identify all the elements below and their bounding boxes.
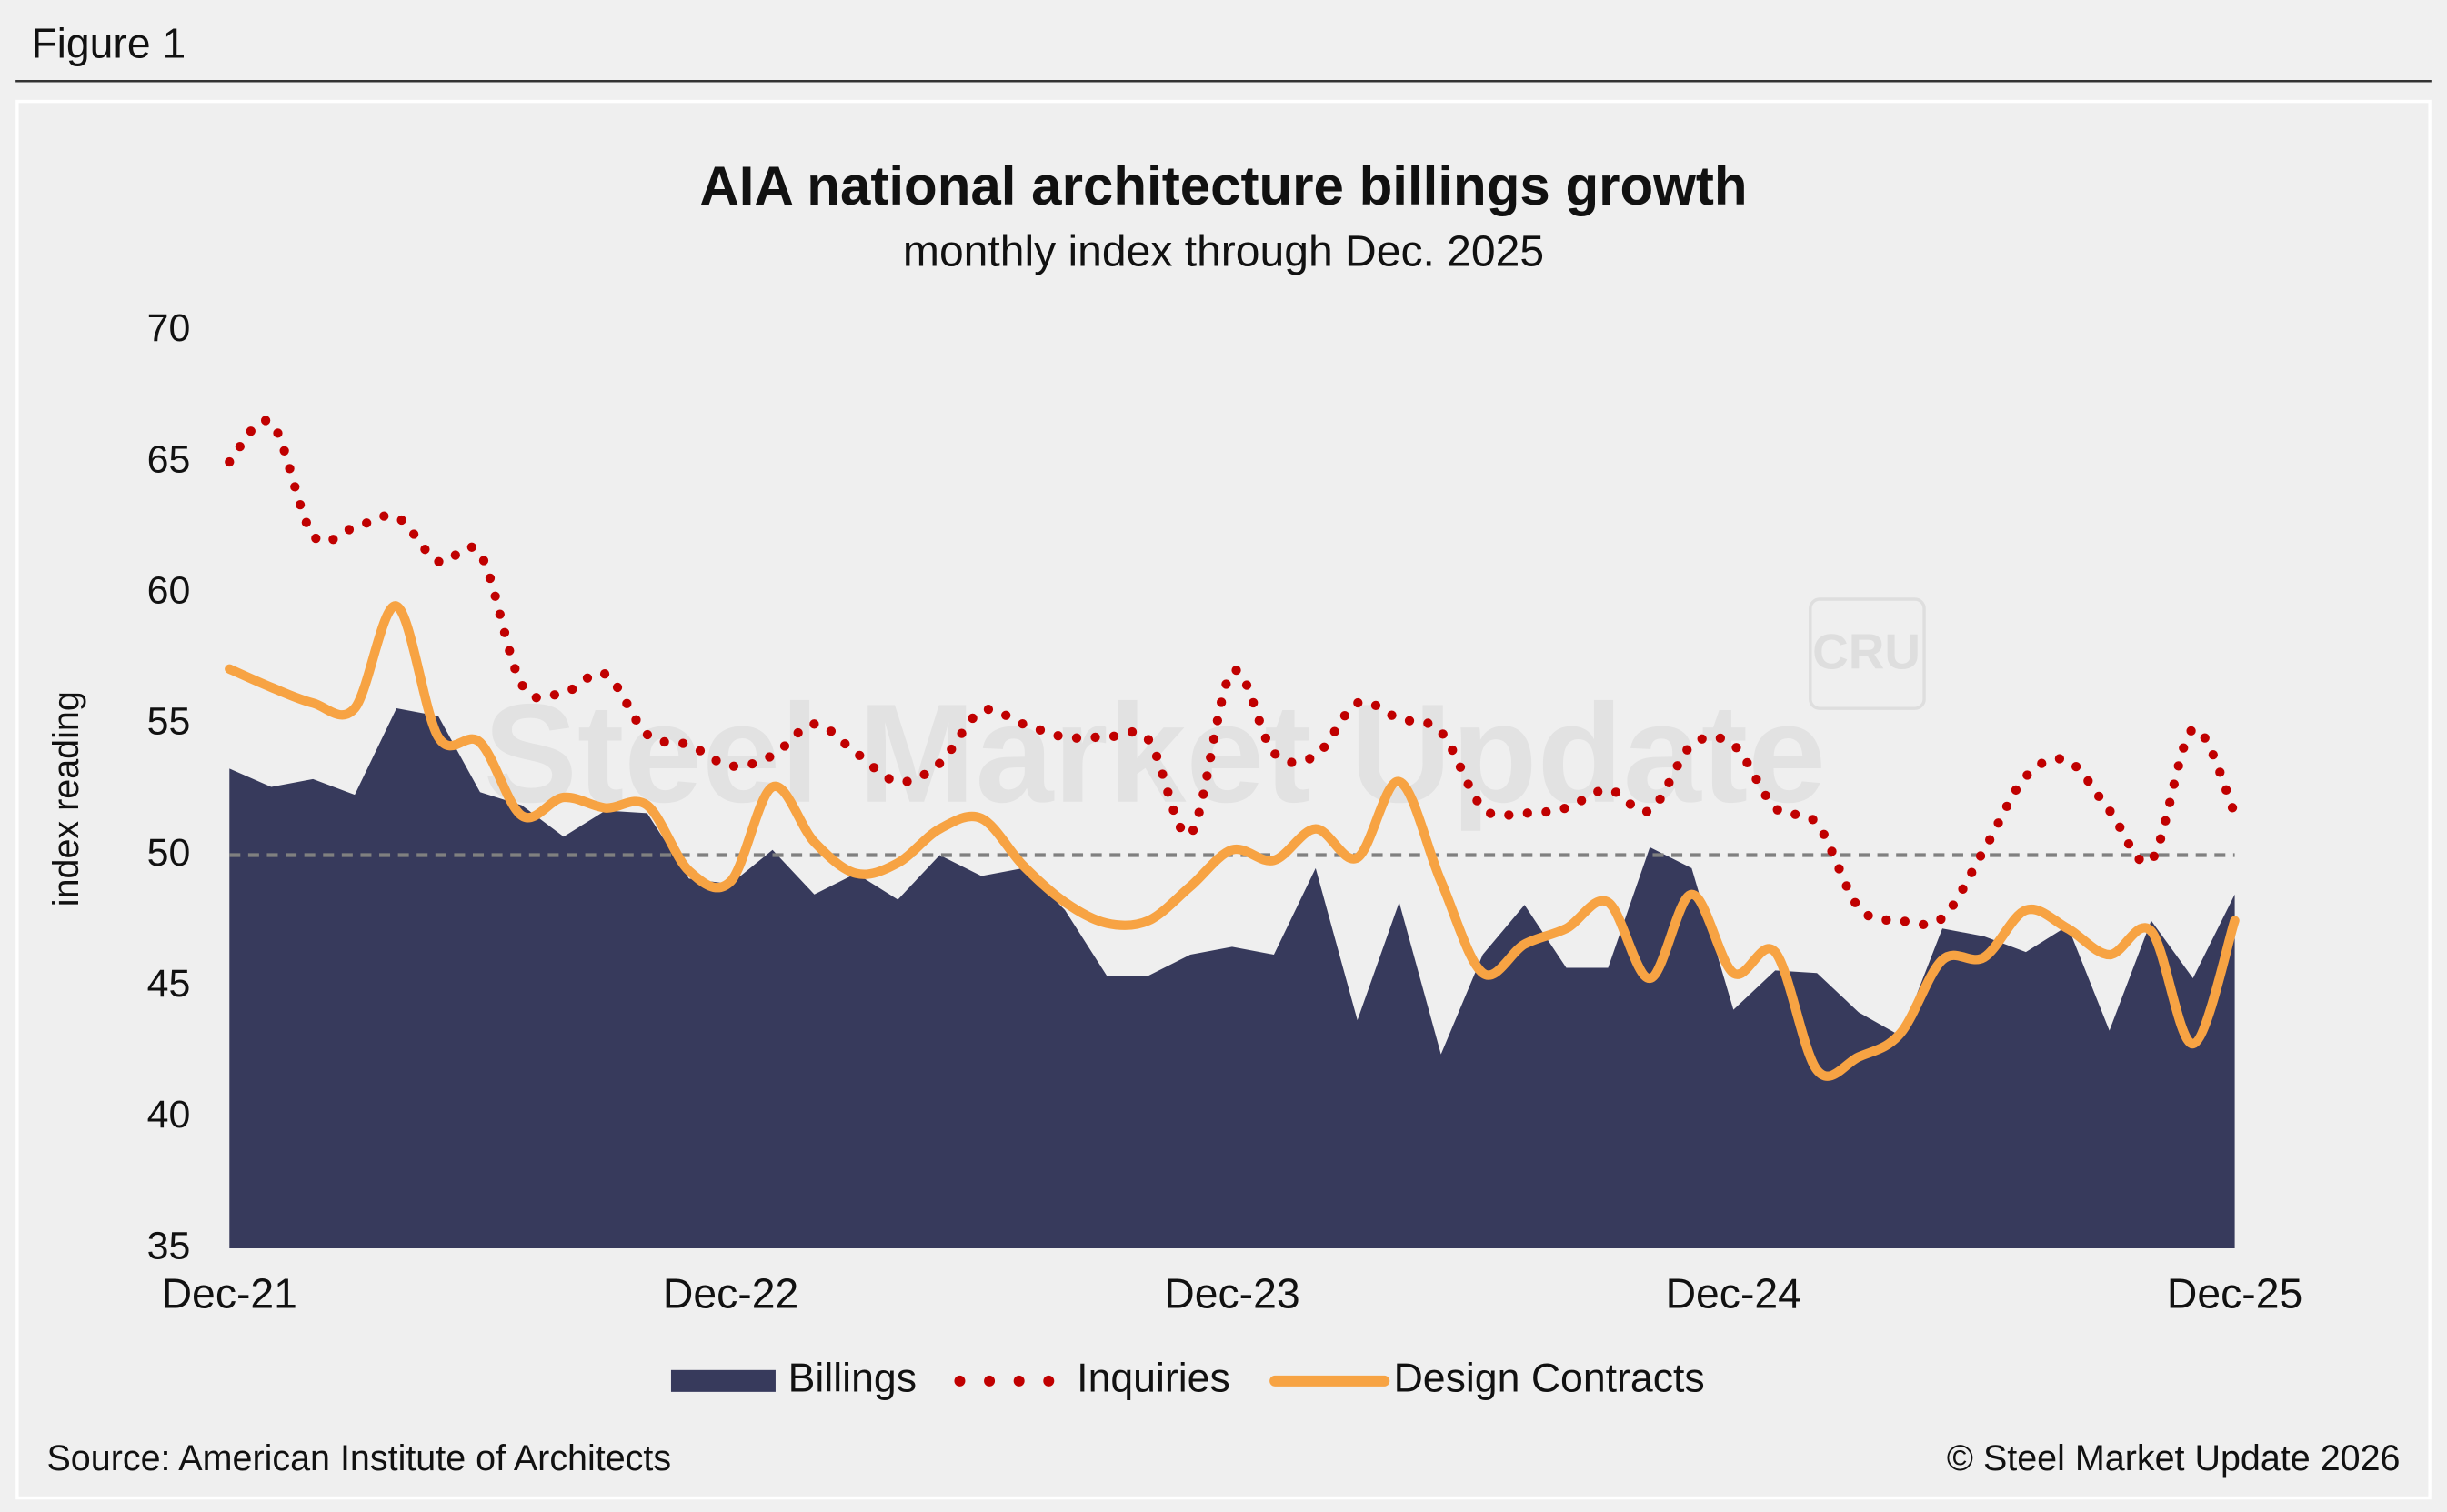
y-tick-label: 55	[147, 700, 191, 744]
x-tick-label: Dec-21	[162, 1269, 297, 1317]
source: Source: American Institute of Architects	[46, 1438, 671, 1478]
y-axis-label: index reading	[46, 691, 86, 906]
chart-title: AIA national architecture billings growt…	[699, 155, 1747, 216]
y-tick-label: 45	[147, 962, 191, 1006]
logo-frame	[1809, 597, 1926, 710]
y-tick-label: 65	[147, 437, 191, 481]
y-tick-label: 70	[147, 306, 191, 350]
x-tick-label: Dec-24	[1666, 1269, 1801, 1317]
chart-subtitle: monthly index through Dec. 2025	[903, 227, 1544, 275]
area	[229, 708, 2235, 1248]
legend-label: Billings	[788, 1357, 917, 1401]
copyright: © Steel Market Update 2026	[1947, 1438, 2401, 1478]
x-tick-label: Dec-22	[663, 1269, 798, 1317]
x-tick-label: Dec-23	[1164, 1269, 1299, 1317]
y-tick-label: 60	[147, 568, 191, 612]
x-tick-label: Dec-25	[2167, 1269, 2302, 1317]
logo: CRU	[1812, 623, 1920, 679]
legend-label: Design Contracts	[1394, 1357, 1705, 1401]
legend-label: Inquiries	[1077, 1357, 1230, 1401]
y-tick-label: 40	[147, 1093, 191, 1137]
figure-label: Figure 1	[31, 20, 186, 67]
line	[225, 601, 2240, 1081]
y-tick-label: 50	[147, 831, 191, 875]
dotted-line	[225, 416, 2240, 929]
legend-swatch	[670, 1369, 776, 1392]
y-tick-label: 35	[147, 1224, 191, 1267]
